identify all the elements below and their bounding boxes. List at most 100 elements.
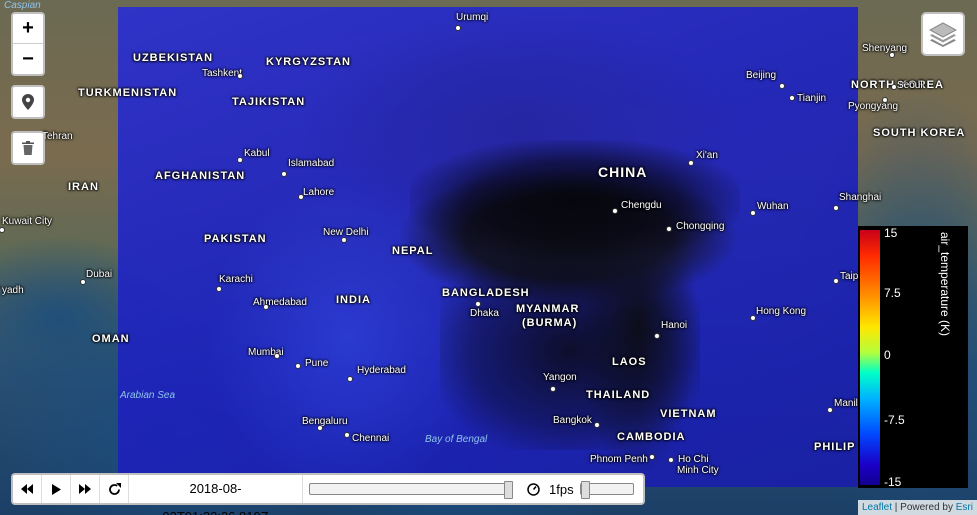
time-control: 2018-08-02T01:23:26.819Z 1fps <box>11 473 645 515</box>
attribution: Leaflet | Powered by Esri <box>857 500 977 515</box>
city-marker <box>750 210 756 216</box>
water-label: Caspian <box>4 0 41 11</box>
city-marker <box>779 83 785 89</box>
city-marker <box>216 286 222 292</box>
city-marker <box>612 208 618 214</box>
colorbar-tick: 7.5 <box>884 286 901 300</box>
esri-link[interactable]: Esri <box>955 502 973 513</box>
city-marker <box>347 376 353 382</box>
city-marker <box>688 160 694 166</box>
city-label: Tehran <box>42 131 73 142</box>
leaflet-link[interactable]: Leaflet <box>861 502 893 513</box>
city-label: New Delhi <box>323 227 369 238</box>
city-label: Dubai <box>86 269 113 280</box>
city-label: Pyongyang <box>848 101 899 112</box>
city-marker <box>237 157 243 163</box>
country-label: VIETNAM <box>660 408 717 420</box>
city-marker <box>649 454 655 460</box>
city-marker <box>833 205 839 211</box>
country-label-china: CHINA <box>598 164 648 180</box>
city-marker <box>666 226 672 232</box>
attribution-sep: | Powered by <box>892 502 956 513</box>
colorbar-legend: 15 7.5 0 -7.5 -15 air_temperature (K) <box>858 226 968 489</box>
overlay-cold-region-south <box>440 250 700 450</box>
colorbar-tick: 15 <box>884 226 898 240</box>
layers-icon <box>929 22 957 47</box>
delete-button[interactable] <box>13 133 43 163</box>
map-marker-button[interactable] <box>13 87 43 117</box>
city-label: Seoul <box>897 80 923 91</box>
layers-button[interactable] <box>921 12 965 56</box>
step-forward-button[interactable] <box>71 475 100 503</box>
country-label: TAJIKISTAN <box>232 96 306 108</box>
step-backward-icon <box>21 484 33 494</box>
fps-label: 1fps <box>549 481 574 497</box>
city-marker <box>833 278 839 284</box>
country-label: MYANMAR <box>516 303 580 315</box>
city-marker <box>475 301 481 307</box>
time-slider[interactable] <box>309 481 513 499</box>
country-label: PHILIP <box>814 441 856 453</box>
city-marker <box>594 422 600 428</box>
step-backward-button[interactable] <box>13 475 42 503</box>
city-label: Ahmedabad <box>253 297 307 308</box>
city-marker <box>654 333 660 339</box>
zoom-in-button[interactable]: + <box>13 14 43 44</box>
city-marker <box>298 194 304 200</box>
city-label: Chengdu <box>621 200 662 211</box>
water-label: Bay of Bengal <box>425 434 488 445</box>
time-slider-handle[interactable] <box>504 481 513 499</box>
city-marker <box>668 457 674 463</box>
city-label: Xi'an <box>696 150 718 161</box>
city-label: Lahore <box>303 187 335 198</box>
city-label: Tashkent <box>202 68 243 79</box>
play-icon <box>51 483 61 495</box>
country-label: AFGHANISTAN <box>155 170 246 182</box>
city-marker <box>80 279 86 285</box>
country-label: KYRGYZSTAN <box>266 56 351 68</box>
city-label: Shanghai <box>839 192 882 203</box>
city-marker <box>341 237 347 243</box>
city-marker <box>0 227 5 233</box>
country-label: BANGLADESH <box>442 287 530 299</box>
city-label: Karachi <box>219 274 253 285</box>
current-time-display[interactable]: 2018-08-02T01:23:26.819Z <box>129 475 303 515</box>
city-label: yadh <box>2 285 24 296</box>
country-label: NEPAL <box>392 245 434 257</box>
country-label: THAILAND <box>586 389 651 401</box>
country-label: INDIA <box>336 294 371 306</box>
country-label: UZBEKISTAN <box>133 52 214 64</box>
city-marker <box>274 353 280 359</box>
city-marker <box>889 52 895 58</box>
city-label: Tianjin <box>797 93 827 104</box>
city-label: Urumqi <box>456 12 489 23</box>
water-label: Arabian Sea <box>120 390 176 401</box>
step-forward-icon <box>79 484 91 494</box>
colorbar-tick: -15 <box>884 475 902 489</box>
country-label: TURKMENISTAN <box>78 87 178 99</box>
country-label: NORTH KOREA <box>851 79 944 91</box>
city-label: Beijing <box>746 70 777 81</box>
play-button[interactable] <box>42 475 71 503</box>
city-label: Bengaluru <box>302 416 348 427</box>
city-label: Shenyang <box>862 43 908 54</box>
city-label: Taip <box>840 271 859 282</box>
city-label: Yangon <box>543 372 577 383</box>
city-label: Minh City <box>677 465 719 476</box>
colorbar-gradient <box>860 230 880 485</box>
city-label: Manila <box>834 398 864 409</box>
trash-control <box>11 131 45 165</box>
city-label: Ho Chi <box>678 454 709 465</box>
colorbar-title: air_temperature (K) <box>938 232 952 337</box>
city-marker <box>882 97 888 103</box>
fps-slider[interactable] <box>579 481 634 499</box>
country-label: PAKISTAN <box>204 233 267 245</box>
speed-icon <box>525 481 541 497</box>
city-marker <box>263 304 269 310</box>
overlay-cold-region <box>410 140 740 260</box>
fps-slider-handle[interactable] <box>580 481 590 499</box>
zoom-out-button[interactable]: − <box>22 47 34 70</box>
loop-button[interactable] <box>100 475 129 503</box>
city-label: Phnom Penh <box>590 454 648 465</box>
